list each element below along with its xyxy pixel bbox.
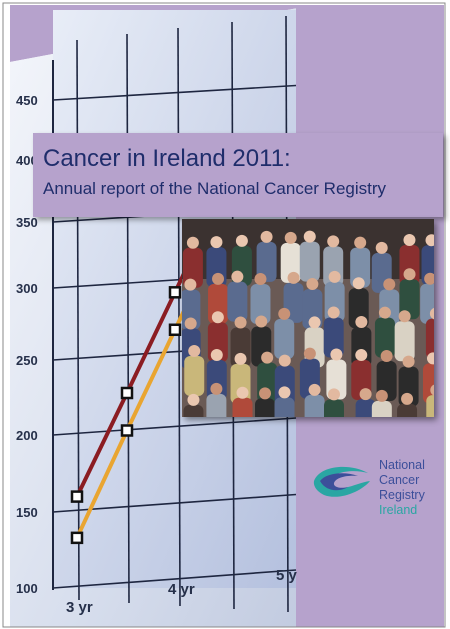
report-subtitle: Annual report of the National Cancer Reg… [43,179,387,198]
y-tick-label: 300 [16,281,38,296]
series-point [168,286,182,299]
x-tick-label: 5 y [276,567,298,584]
y-tick-label: 400 [16,153,38,168]
series-point [70,531,84,545]
y-tick-label: 150 [16,505,38,520]
series-point [70,490,84,503]
x-tick-label: 4 yr [168,581,195,598]
grid-line-v [126,33,130,604]
logo-line-registry: Registry [379,488,425,502]
logo-line-cancer: Cancer [379,473,420,487]
logo-line-national: National [379,458,425,472]
series-line [75,270,187,498]
series-point [120,424,134,437]
ncr-logo: National Cancer Registry Ireland [310,455,440,525]
y-tick-label: 200 [16,428,38,443]
y-tick-label: 350 [16,215,38,230]
series-line [75,307,187,539]
crowd-photo [182,219,434,417]
series-point [120,386,134,400]
logo-line-ireland: Ireland [379,503,418,517]
crowd-photo-image [182,219,434,417]
ncr-logo-icon [313,466,370,497]
grid-line-h [52,493,297,513]
grid-line-h [52,84,297,101]
series-point [168,323,182,337]
y-tick-label: 100 [16,581,38,596]
grid-line-h [52,417,297,436]
report-title-box: Cancer in Ireland 2011: Annual report of… [33,133,443,217]
y-tick-label: 450 [16,93,38,108]
y-tick-label: 250 [16,353,38,368]
report-title: Cancer in Ireland 2011: [43,145,291,172]
x-tick-label: 3 yr [66,599,93,616]
grid-line-h [52,569,297,589]
